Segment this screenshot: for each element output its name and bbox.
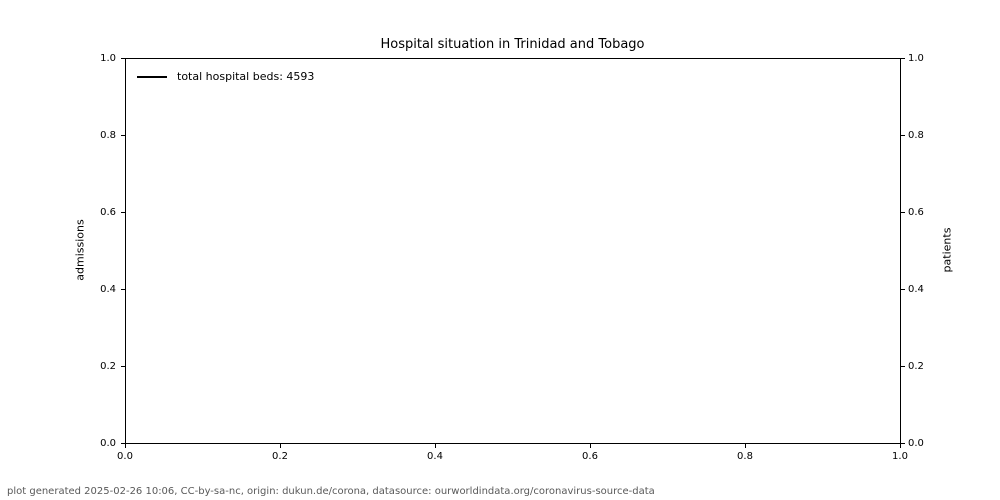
x-tick-mark (435, 444, 436, 448)
x-tick-label: 1.0 (892, 451, 908, 462)
legend-line-swatch (137, 75, 167, 78)
y-left-tick-label: 0.0 (100, 438, 116, 449)
y-right-tick-label: 0.2 (908, 361, 924, 372)
x-tick-label: 0.8 (737, 451, 753, 462)
x-tick-mark (280, 444, 281, 448)
plot-area (125, 58, 901, 444)
x-tick-mark (125, 444, 126, 448)
y-right-tick-mark (901, 212, 905, 213)
x-tick-label: 0.6 (582, 451, 598, 462)
y-axis-label-right: patients (940, 227, 954, 273)
y-right-tick-label: 1.0 (908, 53, 924, 64)
y-left-tick-mark (121, 58, 125, 59)
y-right-tick-mark (901, 366, 905, 367)
y-left-tick-mark (121, 443, 125, 444)
y-right-tick-label: 0.4 (908, 284, 924, 295)
y-left-tick-label: 1.0 (100, 53, 116, 64)
y-right-tick-mark (901, 58, 905, 59)
y-left-tick-label: 0.2 (100, 361, 116, 372)
y-left-tick-mark (121, 289, 125, 290)
y-left-tick-mark (121, 366, 125, 367)
y-right-tick-label: 0.0 (908, 438, 924, 449)
x-tick-mark (900, 444, 901, 448)
footer-attribution: plot generated 2025-02-26 10:06, CC-by-s… (7, 486, 655, 497)
legend: total hospital beds: 4593 (137, 70, 314, 83)
chart-title: Hospital situation in Trinidad and Tobag… (380, 37, 645, 52)
x-tick-mark (590, 444, 591, 448)
y-right-tick-label: 0.8 (908, 130, 924, 141)
y-right-tick-mark (901, 135, 905, 136)
x-tick-label: 0.0 (117, 451, 133, 462)
y-left-tick-label: 0.8 (100, 130, 116, 141)
y-axis-label-left: admissions (73, 219, 87, 281)
y-right-tick-mark (901, 289, 905, 290)
x-tick-mark (745, 444, 746, 448)
y-left-tick-label: 0.4 (100, 284, 116, 295)
y-left-tick-label: 0.6 (100, 207, 116, 218)
x-tick-label: 0.2 (272, 451, 288, 462)
y-right-tick-label: 0.6 (908, 207, 924, 218)
legend-entry-label: total hospital beds: 4593 (177, 70, 315, 83)
y-right-tick-mark (901, 443, 905, 444)
y-left-tick-mark (121, 135, 125, 136)
x-tick-label: 0.4 (427, 451, 443, 462)
y-left-tick-mark (121, 212, 125, 213)
